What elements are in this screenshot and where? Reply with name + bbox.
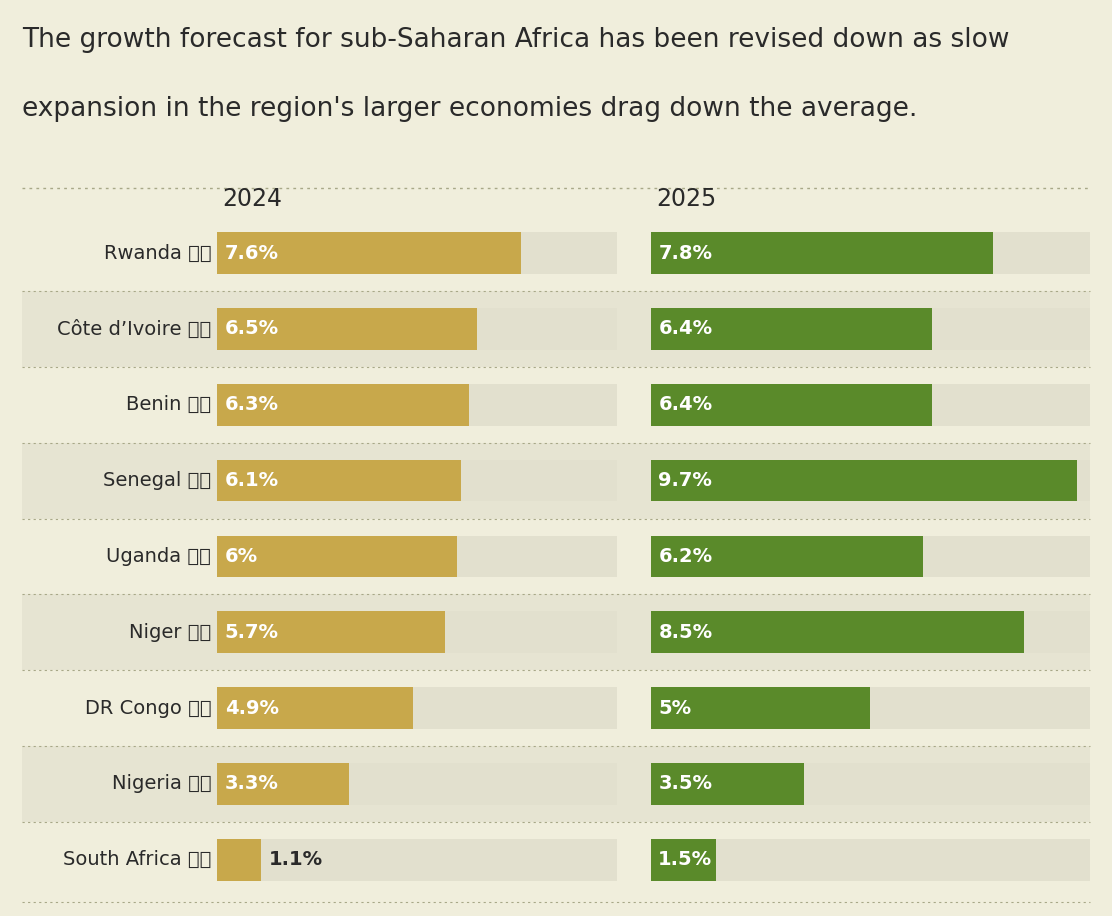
- Text: Uganda 🇺🇬: Uganda 🇺🇬: [107, 547, 211, 566]
- Text: 3.3%: 3.3%: [225, 774, 278, 793]
- Bar: [217, 687, 413, 729]
- Bar: [217, 384, 469, 426]
- Text: 8.5%: 8.5%: [658, 623, 713, 642]
- Text: South Africa 🇿🇦: South Africa 🇿🇦: [63, 850, 211, 869]
- Text: 1.1%: 1.1%: [269, 850, 322, 869]
- Text: 4.9%: 4.9%: [225, 699, 279, 717]
- Bar: [217, 460, 617, 501]
- Bar: [217, 233, 617, 274]
- Text: 6.1%: 6.1%: [225, 471, 279, 490]
- Text: 6.3%: 6.3%: [225, 396, 279, 414]
- Bar: [22, 291, 1090, 367]
- Text: The growth forecast for sub-Saharan Africa has been revised down as slow: The growth forecast for sub-Saharan Afri…: [22, 27, 1010, 53]
- Text: 6.5%: 6.5%: [225, 320, 279, 339]
- Text: expansion in the region's larger economies drag down the average.: expansion in the region's larger economi…: [22, 96, 917, 122]
- Bar: [22, 746, 1090, 822]
- Bar: [22, 822, 1090, 898]
- Bar: [22, 518, 1090, 594]
- Bar: [651, 384, 1090, 426]
- Bar: [651, 384, 932, 426]
- Bar: [22, 594, 1090, 671]
- Text: Senegal 🇸🇳: Senegal 🇸🇳: [103, 471, 211, 490]
- Bar: [651, 612, 1090, 653]
- Bar: [651, 839, 1090, 880]
- Bar: [651, 687, 1090, 729]
- Bar: [651, 233, 993, 274]
- Bar: [22, 215, 1090, 291]
- Bar: [651, 612, 1024, 653]
- Bar: [217, 763, 617, 805]
- Bar: [22, 442, 1090, 518]
- Bar: [217, 687, 617, 729]
- Bar: [651, 308, 1090, 350]
- Bar: [651, 460, 1090, 501]
- Bar: [217, 839, 261, 880]
- Text: 6.4%: 6.4%: [658, 396, 713, 414]
- Bar: [22, 367, 1090, 442]
- Bar: [217, 460, 461, 501]
- Text: DR Congo 🇨🇩: DR Congo 🇨🇩: [85, 699, 211, 717]
- Text: 1.5%: 1.5%: [658, 850, 713, 869]
- Bar: [651, 687, 870, 729]
- Text: 5.7%: 5.7%: [225, 623, 279, 642]
- Bar: [217, 233, 522, 274]
- Text: Niger 🇳🇪: Niger 🇳🇪: [129, 623, 211, 642]
- Bar: [217, 763, 349, 805]
- Bar: [217, 612, 445, 653]
- Text: 6%: 6%: [225, 547, 258, 566]
- Text: 3.5%: 3.5%: [658, 774, 713, 793]
- Text: 2025: 2025: [656, 187, 716, 211]
- Bar: [651, 763, 1090, 805]
- Text: 6.2%: 6.2%: [658, 547, 713, 566]
- Bar: [217, 384, 617, 426]
- Bar: [217, 308, 477, 350]
- Text: 6.4%: 6.4%: [658, 320, 713, 339]
- Text: 9.7%: 9.7%: [658, 471, 712, 490]
- Text: 7.6%: 7.6%: [225, 244, 279, 263]
- Bar: [651, 763, 804, 805]
- Bar: [22, 671, 1090, 746]
- Bar: [651, 839, 716, 880]
- Text: Nigeria 🇳🇬: Nigeria 🇳🇬: [111, 774, 211, 793]
- Bar: [217, 536, 617, 577]
- Bar: [651, 536, 923, 577]
- Bar: [651, 460, 1076, 501]
- Text: 2024: 2024: [222, 187, 282, 211]
- Text: Benin 🇧🇯: Benin 🇧🇯: [126, 396, 211, 414]
- Bar: [651, 536, 1090, 577]
- Bar: [651, 233, 1090, 274]
- Text: Côte d’Ivoire 🇨🇮: Côte d’Ivoire 🇨🇮: [57, 320, 211, 339]
- Bar: [217, 839, 617, 880]
- Bar: [217, 536, 457, 577]
- Bar: [651, 308, 932, 350]
- Bar: [217, 308, 617, 350]
- Bar: [217, 612, 617, 653]
- Text: 7.8%: 7.8%: [658, 244, 713, 263]
- Text: Rwanda 🇷🇼: Rwanda 🇷🇼: [103, 244, 211, 263]
- Text: 5%: 5%: [658, 699, 692, 717]
